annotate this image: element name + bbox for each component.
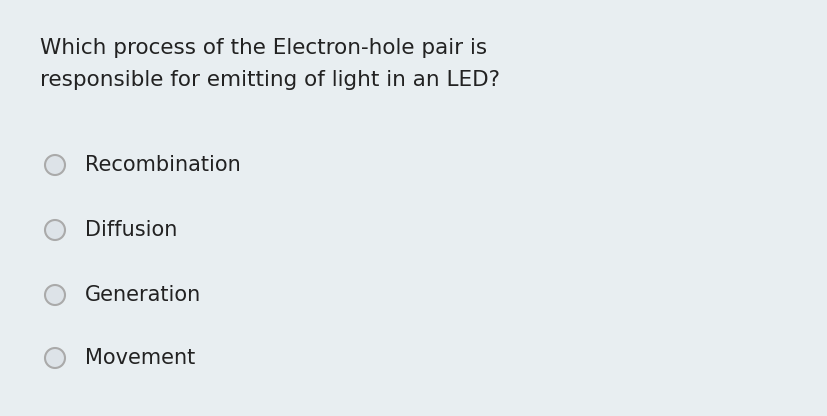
Text: responsible for emitting of light in an LED?: responsible for emitting of light in an … — [40, 70, 500, 90]
Text: Recombination: Recombination — [85, 155, 241, 175]
Ellipse shape — [45, 285, 65, 305]
Text: Diffusion: Diffusion — [85, 220, 177, 240]
Text: Generation: Generation — [85, 285, 201, 305]
Text: Movement: Movement — [85, 348, 195, 368]
Ellipse shape — [45, 155, 65, 175]
Ellipse shape — [45, 348, 65, 368]
Text: Which process of the Electron-hole pair is: Which process of the Electron-hole pair … — [40, 38, 486, 58]
Ellipse shape — [45, 220, 65, 240]
